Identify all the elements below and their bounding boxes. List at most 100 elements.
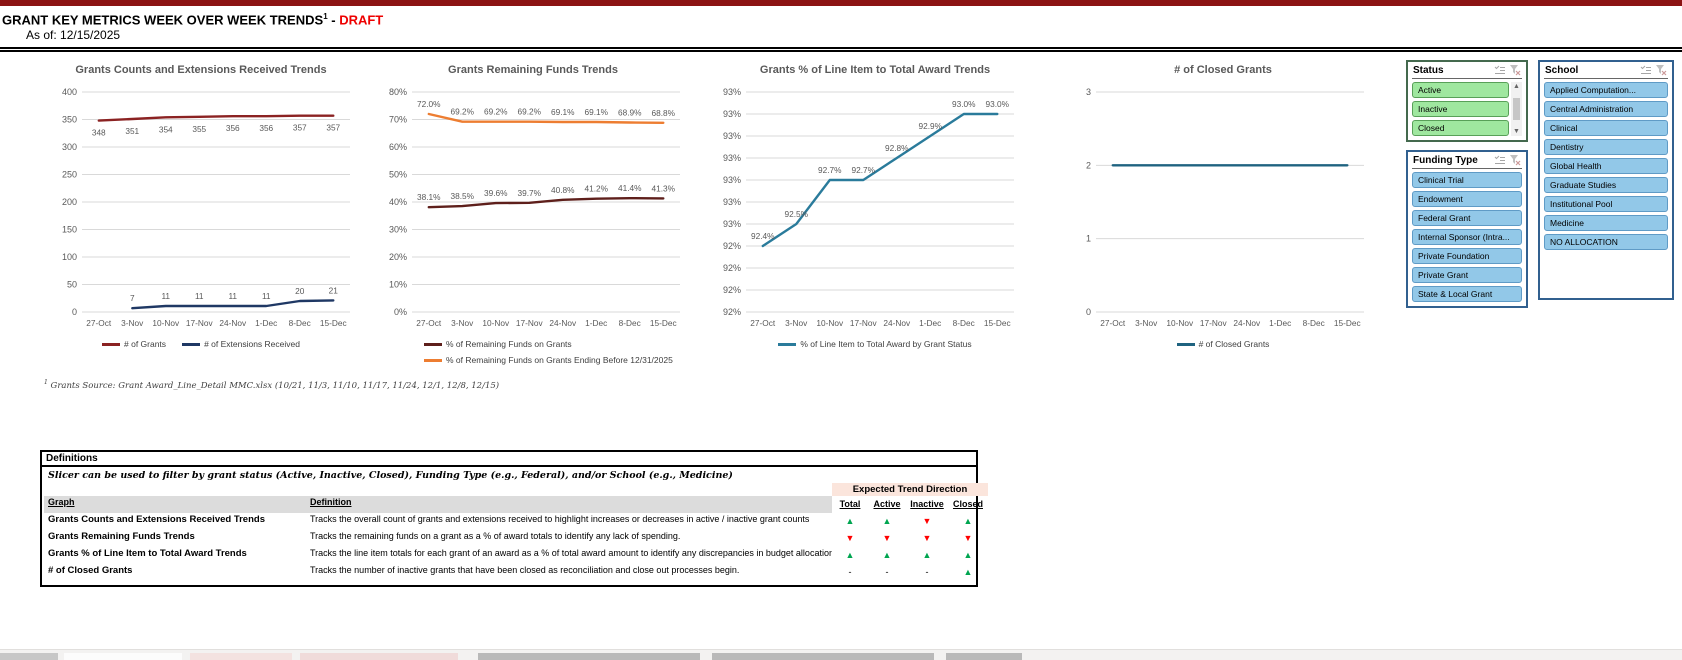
- slicer-school-title: School: [1545, 65, 1579, 77]
- legend-label: # of Extensions Received: [204, 339, 300, 350]
- definitions-table: Definitions Slicer can be used to filter…: [40, 450, 988, 587]
- svg-text:93%: 93%: [723, 131, 741, 141]
- svg-text:68.8%: 68.8%: [651, 108, 675, 118]
- clear-filter-icon[interactable]: [1656, 65, 1667, 76]
- multiselect-icon[interactable]: [1494, 155, 1506, 166]
- svg-text:24-Nov: 24-Nov: [883, 318, 911, 328]
- sheet-tab[interactable]: [190, 653, 292, 660]
- slicer-item-medicine[interactable]: Medicine: [1544, 215, 1668, 232]
- svg-text:0: 0: [72, 307, 77, 317]
- sheet-tab[interactable]: [0, 653, 58, 660]
- svg-text:0%: 0%: [394, 307, 407, 317]
- svg-text:7: 7: [130, 293, 135, 303]
- slicer-item-global-health[interactable]: Global Health: [1544, 158, 1668, 175]
- slicer-item-central-administration[interactable]: Central Administration: [1544, 101, 1668, 118]
- svg-text:15-Dec: 15-Dec: [320, 318, 347, 328]
- svg-text:1-Dec: 1-Dec: [919, 318, 941, 328]
- slicer-item-inactive[interactable]: Inactive: [1412, 101, 1509, 118]
- slicer-item-no-allocation[interactable]: NO ALLOCATION: [1544, 234, 1668, 251]
- legend-swatch: [182, 343, 201, 346]
- svg-text:356: 356: [226, 124, 240, 134]
- slicer-status-title: Status: [1413, 65, 1444, 77]
- definition-row-graph: Grants Counts and Extensions Received Tr…: [48, 514, 265, 525]
- svg-text:8-Dec: 8-Dec: [619, 318, 641, 328]
- trend-direction-header: Expected Trend Direction: [832, 483, 988, 496]
- svg-text:70%: 70%: [389, 115, 407, 125]
- scroll-thumb[interactable]: [1513, 98, 1520, 121]
- slicer-item-applied-computation[interactable]: Applied Computation...: [1544, 82, 1668, 99]
- definition-row-graph: Grants Remaining Funds Trends: [48, 531, 195, 542]
- clear-filter-icon[interactable]: [1510, 155, 1521, 166]
- svg-text:355: 355: [192, 124, 206, 134]
- svg-text:1: 1: [1086, 234, 1091, 244]
- svg-text:69.1%: 69.1%: [551, 107, 575, 117]
- svg-text:17-Nov: 17-Nov: [186, 318, 214, 328]
- slicer-item-clinical[interactable]: Clinical: [1544, 120, 1668, 137]
- svg-text:92%: 92%: [723, 307, 741, 317]
- legend-swatch: [1176, 343, 1195, 346]
- trend-indicator-up: ▲: [845, 550, 855, 560]
- definitions-note: Slicer can be used to filter by grant st…: [48, 470, 733, 481]
- svg-text:92.8%: 92.8%: [885, 143, 909, 153]
- svg-text:27-Oct: 27-Oct: [750, 318, 776, 328]
- slicer-item-closed[interactable]: Closed: [1412, 120, 1509, 137]
- sheet-tab[interactable]: [64, 653, 182, 660]
- svg-text:30%: 30%: [389, 225, 407, 235]
- slicer-item-private-grant[interactable]: Private Grant: [1412, 267, 1522, 284]
- svg-text:100: 100: [62, 252, 77, 262]
- chart-plot-area: 0% 10% 20% 30% 40% 50% 60% 70% 80% 27-Oct 3-Nov 10-…: [372, 80, 694, 337]
- svg-text:8-Dec: 8-Dec: [953, 318, 975, 328]
- page-header: GRANT KEY METRICS WEEK OVER WEEK TRENDS1…: [0, 6, 1682, 44]
- slicer-item-institutional-pool[interactable]: Institutional Pool: [1544, 196, 1668, 213]
- legend-item: # of Closed Grants: [1176, 339, 1270, 350]
- multiselect-icon[interactable]: [1494, 65, 1506, 76]
- svg-text:50: 50: [67, 280, 77, 290]
- definition-row-text: Tracks the overall count of grants and e…: [310, 514, 810, 524]
- svg-text:92.7%: 92.7%: [818, 165, 842, 175]
- scroll-up-icon[interactable]: ▲: [1513, 83, 1520, 91]
- sheet-tab-strip[interactable]: [0, 649, 1682, 660]
- svg-text:10-Nov: 10-Nov: [1166, 318, 1194, 328]
- svg-text:24-Nov: 24-Nov: [219, 318, 247, 328]
- slicer-item-state-local-grant[interactable]: State & Local Grant: [1412, 286, 1522, 303]
- slicer-item-graduate-studies[interactable]: Graduate Studies: [1544, 177, 1668, 194]
- title-footnote-marker: 1: [323, 12, 328, 21]
- slicer-item-internal-sponsor-intra[interactable]: Internal Sponsor (Intra...: [1412, 229, 1522, 246]
- trend-indicator-up: ▲: [845, 516, 855, 526]
- slicer-item-clinical-trial[interactable]: Clinical Trial: [1412, 172, 1522, 189]
- svg-text:27-Oct: 27-Oct: [416, 318, 442, 328]
- trend-indicator-up: ▲: [882, 550, 892, 560]
- chart-canvas: 0 50 100 150 200 250 300 350 400 27-Oct 3-Nov 10-No…: [62, 87, 350, 328]
- svg-text:10%: 10%: [389, 280, 407, 290]
- multiselect-icon[interactable]: [1640, 65, 1652, 76]
- svg-text:27-Oct: 27-Oct: [86, 318, 112, 328]
- chart-plot-area: 0 1 2 3 27-Oct 3-Nov 10-Nov 17-Nov 24-Nov 1-Dec 8-…: [1056, 80, 1390, 337]
- slicer-item-dentistry[interactable]: Dentistry: [1544, 139, 1668, 156]
- svg-text:41.3%: 41.3%: [651, 184, 675, 194]
- sheet-tab[interactable]: [712, 653, 934, 660]
- definitions-grid: Expected Trend Direction Graph Definitio…: [42, 483, 988, 585]
- svg-text:351: 351: [125, 126, 139, 136]
- scroll-down-icon[interactable]: ▼: [1513, 128, 1520, 136]
- trend-indicator-down: ▼: [963, 533, 973, 543]
- definition-row-text: Tracks the remaining funds on a grant as…: [310, 531, 681, 541]
- svg-text:40.8%: 40.8%: [551, 185, 575, 195]
- slicer-item-federal-grant[interactable]: Federal Grant: [1412, 210, 1522, 227]
- chart-remaining-funds: Grants Remaining Funds Trends 0% 10% 20% 30…: [372, 60, 694, 365]
- sheet-tab[interactable]: [946, 653, 1022, 660]
- sheet-tab[interactable]: [300, 653, 458, 660]
- legend-label: # of Closed Grants: [1198, 339, 1270, 350]
- legend-item: % of Remaining Funds on Grants Ending Be…: [424, 355, 694, 365]
- clear-filter-icon[interactable]: [1510, 65, 1521, 76]
- svg-text:92%: 92%: [723, 285, 741, 295]
- slicer-item-endowment[interactable]: Endowment: [1412, 191, 1522, 208]
- svg-text:20%: 20%: [389, 252, 407, 262]
- slicer-item-private-foundation[interactable]: Private Foundation: [1412, 248, 1522, 265]
- as-of-date: As of: 12/15/2025: [26, 28, 121, 43]
- slicer-status-scrollbar[interactable]: ▲ ▼: [1511, 82, 1522, 137]
- legend-item: % of Remaining Funds on Grants: [424, 339, 694, 349]
- chart-legend: % of Remaining Funds on Grants % of Remai…: [424, 339, 694, 365]
- slicer-item-active[interactable]: Active: [1412, 82, 1509, 99]
- definition-column-header: Definition: [306, 496, 832, 513]
- sheet-tab[interactable]: [478, 653, 700, 660]
